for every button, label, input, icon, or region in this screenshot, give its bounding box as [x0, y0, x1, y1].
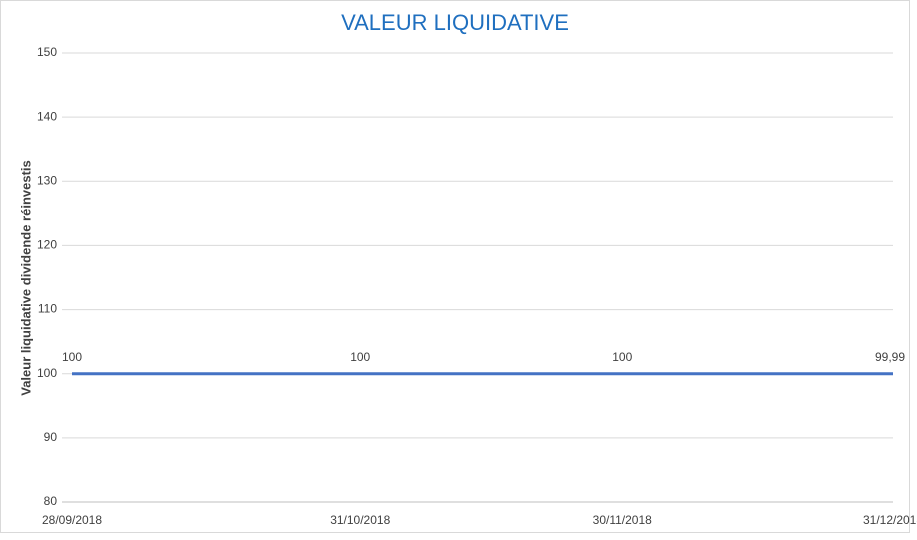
y-tick-label: 130	[37, 173, 57, 187]
x-tick-label: 31/12/2018	[863, 513, 917, 527]
x-tick-label: 28/09/2018	[42, 513, 102, 527]
data-label: 100	[350, 350, 370, 364]
data-label: 99,99	[875, 350, 905, 364]
y-tick-label: 140	[37, 109, 57, 123]
x-tick-label: 30/11/2018	[593, 513, 652, 527]
y-tick-label: 120	[37, 238, 57, 252]
chart-title: VALEUR LIQUIDATIVE	[341, 10, 569, 35]
data-label: 100	[612, 350, 632, 364]
y-axis-label: Valeur liquidative dividende réinvestis	[18, 160, 33, 396]
y-tick-label: 80	[44, 494, 58, 508]
chart-frame	[0, 0, 910, 533]
y-tick-label: 100	[37, 366, 57, 380]
y-tick-label: 110	[38, 302, 57, 316]
y-tick-label: 150	[37, 45, 57, 59]
data-label: 100	[62, 350, 82, 364]
x-tick-label: 31/10/2018	[330, 513, 390, 527]
y-tick-label: 90	[44, 430, 58, 444]
